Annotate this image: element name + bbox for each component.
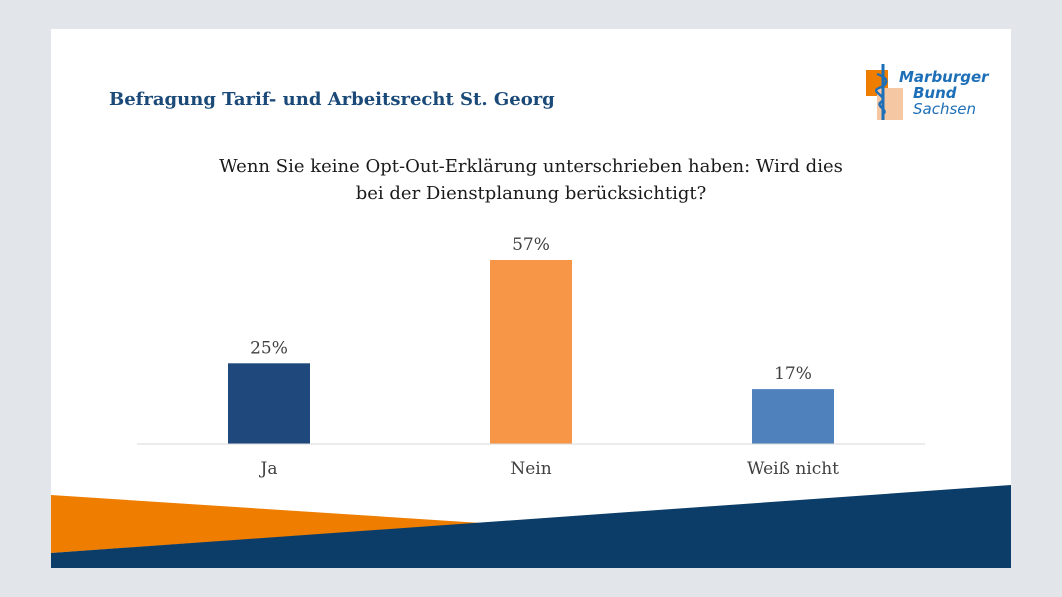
category-label-group: Ja Nein Weiß nicht [259, 459, 840, 479]
bar-ja [228, 363, 310, 444]
bar-chart: 25% 57% 17% Ja Nein Weiß nicht [137, 235, 925, 479]
bar-wei-nicht [752, 389, 834, 444]
category-label-ja: Ja [259, 459, 278, 479]
category-label-nein: Nein [510, 459, 551, 479]
chart-title: Wenn Sie keine Opt-Out-Erklärung untersc… [181, 153, 881, 207]
footer-navy-band [51, 485, 1011, 568]
value-label-ja: 25% [250, 338, 288, 358]
logo-line-1: Marburger [899, 68, 989, 86]
logo-line-3: Sachsen [913, 100, 977, 118]
marburger-bund-logo [863, 62, 993, 124]
logo-graphic [866, 64, 903, 120]
slide: Befragung Tarif- und Arbeitsrecht St. Ge… [51, 29, 1011, 568]
logo-serpent [874, 72, 888, 116]
logo-line-2: Bund [913, 84, 957, 102]
logo-peach-block [877, 88, 903, 120]
footer-decoration [51, 485, 1011, 568]
chart-title-line-1: Wenn Sie keine Opt-Out-Erklärung untersc… [219, 156, 843, 177]
logo-wordmark: Marburger Bund Sachsen [899, 69, 989, 117]
footer-orange-wedge [51, 495, 481, 553]
page-title: Befragung Tarif- und Arbeitsrecht St. Ge… [109, 89, 555, 110]
value-label-nein: 57% [512, 235, 550, 255]
bar-group [228, 260, 834, 444]
value-label-wei-nicht: 17% [774, 364, 812, 384]
bar-nein [490, 260, 572, 444]
category-label-wei-nicht: Weiß nicht [747, 459, 839, 479]
chart-title-line-2: bei der Dienstplanung berücksichtigt? [355, 183, 707, 204]
value-label-group: 25% 57% 17% [250, 235, 812, 384]
